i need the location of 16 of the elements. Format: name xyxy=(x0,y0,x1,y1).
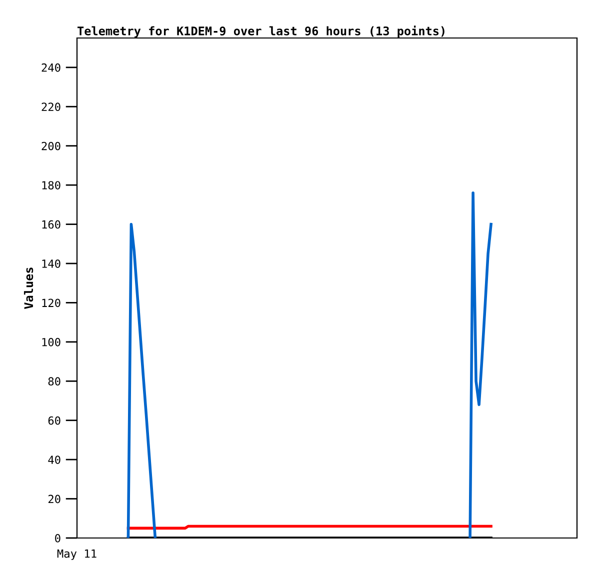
y-tick-label: 40 xyxy=(48,456,60,464)
text: May 11 xyxy=(57,550,96,560)
chart-title: Telemetry for K1DEM-9 over last 96 hours (13 points) xyxy=(78,26,444,38)
y-tick-label: 80 xyxy=(48,377,60,386)
y-tick-label: 60 xyxy=(48,416,60,425)
y-tick-label: 100 xyxy=(42,338,60,346)
y-tick-label: 0 xyxy=(55,534,60,542)
y-tick-label: 240 xyxy=(42,63,60,72)
y-tick-label: 180 xyxy=(42,181,60,190)
y-tick-label: 20 xyxy=(48,494,60,504)
y-tick-label: 120 xyxy=(42,298,60,308)
y-tick-label: 220 xyxy=(42,102,60,112)
y-tick-label: 200 xyxy=(42,142,60,150)
y-axis-title: Values xyxy=(24,268,34,309)
y-tick-label: 140 xyxy=(42,259,60,268)
y-tick-label: 160 xyxy=(42,220,60,229)
